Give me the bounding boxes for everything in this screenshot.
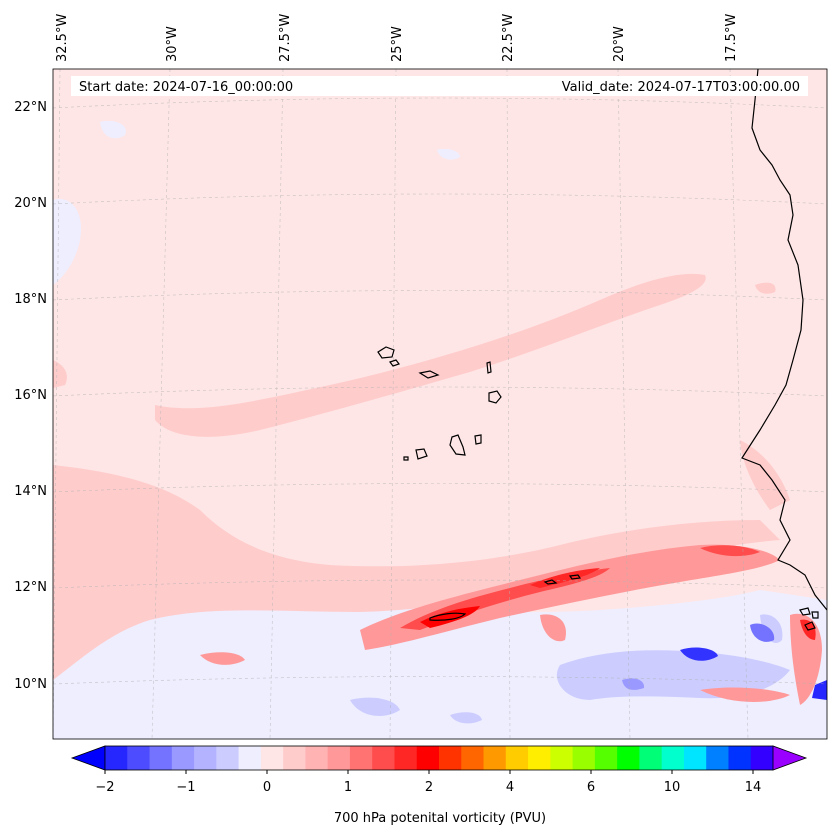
- colorbar-segment: [661, 746, 685, 770]
- colorbar-tick-label: 10: [664, 780, 681, 795]
- colorbar-segment: [171, 746, 195, 770]
- cape-verde-boa-vista: [488, 390, 502, 404]
- lat-label: 18°N: [14, 292, 47, 307]
- colorbar-segment: [483, 746, 507, 770]
- graticule: [53, 69, 827, 739]
- lat-label: 16°N: [14, 388, 47, 403]
- cape-verde-sao-vicente: [389, 359, 400, 367]
- colorbar-segment: [149, 746, 173, 770]
- cape-verde-santiago: [449, 434, 466, 456]
- latitude-labels: 22°N 20°N 18°N 16°N 14°N 12°N 10°N: [14, 100, 47, 692]
- map-panel: [53, 69, 827, 739]
- date-header-box: [71, 76, 808, 96]
- lat-label: 20°N: [14, 196, 47, 211]
- colorbar-tick-label: 0: [263, 780, 271, 795]
- colorbar-segment: [439, 746, 462, 770]
- colorbar-tick-label: 6: [587, 780, 595, 795]
- strong-negative-core: [622, 623, 827, 700]
- cape-verde-brava: [403, 456, 409, 461]
- colorbar-segment: [238, 746, 262, 770]
- colorbar-tick-label: −2: [95, 780, 114, 795]
- colorbar-segment: [305, 746, 329, 770]
- negative-pv-patches: [53, 120, 827, 739]
- lon-label: 25°W: [390, 26, 405, 62]
- colorbar-segment: [594, 746, 618, 770]
- colorbar-segments: [105, 746, 774, 770]
- colorbar: −2 −1 0 1 2 4 6 10 14 700 hPa potenital …: [70, 745, 808, 826]
- colorbar-segment: [728, 746, 752, 770]
- colorbar-segment: [216, 746, 240, 770]
- colorbar-tick-label: −1: [176, 780, 195, 795]
- colorbar-extend-high: [772, 745, 808, 771]
- colorbar-segment: [260, 746, 284, 770]
- cape-verde-fogo: [415, 448, 428, 460]
- colorbar-segment: [127, 746, 151, 770]
- colorbar-segment: [683, 746, 707, 770]
- start-date-label: Start date: 2024-07-16_00:00:00: [79, 80, 293, 95]
- colorbar-tick-label: 14: [745, 780, 762, 795]
- lat-label: 12°N: [14, 580, 47, 595]
- colorbar-segment: [572, 746, 596, 770]
- longitude-labels: 32.5°W 30°W 27.5°W 25°W 22.5°W 20°W 17.5…: [55, 14, 739, 62]
- colorbar-segment: [617, 746, 640, 770]
- moderate-positive-band: [200, 544, 822, 705]
- colorbar-segment: [550, 746, 574, 770]
- colorbar-extend-low: [70, 745, 106, 771]
- colorbar-segment: [528, 746, 551, 770]
- colorbar-label: 700 hPa potenital vorticity (PVU): [334, 811, 546, 826]
- valid-date-label: Valid_date: 2024-07-17T03:00:00.00: [562, 80, 800, 95]
- coastlines: [377, 69, 827, 631]
- colorbar-segment: [505, 746, 529, 770]
- lat-label: 22°N: [14, 100, 47, 115]
- lat-label: 14°N: [14, 484, 47, 499]
- colorbar-ticks: −2 −1 0 1 2 4 6 10 14: [95, 770, 761, 795]
- lon-label: 22.5°W: [501, 14, 516, 62]
- colorbar-segment: [394, 746, 418, 770]
- colorbar-segment: [750, 746, 774, 770]
- cape-verde-sao-nicolau: [418, 370, 440, 379]
- colorbar-segment: [372, 746, 395, 770]
- lon-label: 27.5°W: [278, 14, 293, 62]
- red-core-contours: [429, 574, 582, 621]
- colorbar-segment: [283, 746, 306, 770]
- weak-positive-bands: [53, 273, 790, 680]
- lon-label: 32.5°W: [55, 14, 70, 62]
- colorbar-segment: [194, 746, 217, 770]
- colorbar-tick-label: 2: [425, 780, 433, 795]
- lon-label: 20°W: [612, 26, 627, 62]
- bijagos-islands: [799, 607, 819, 631]
- map-frame: [52, 68, 828, 740]
- lon-label: 17.5°W: [724, 14, 739, 62]
- colorbar-segment: [105, 746, 128, 770]
- colorbar-segment: [706, 746, 729, 770]
- colorbar-segment: [639, 746, 663, 770]
- lon-label: 30°W: [165, 26, 180, 62]
- colorbar-segment: [349, 746, 373, 770]
- colorbar-segment: [461, 746, 485, 770]
- colorbar-tick-label: 4: [506, 780, 514, 795]
- colorbar-frame: [104, 745, 774, 771]
- colorbar-segment: [416, 746, 440, 770]
- lat-label: 10°N: [14, 677, 47, 692]
- colorbar-tick-label: 1: [344, 780, 352, 795]
- cape-verde-maio: [474, 434, 482, 445]
- cape-verde-santo-antao: [377, 346, 395, 359]
- cape-verde-sal: [486, 361, 492, 374]
- africa-coastline: [741, 69, 827, 611]
- colorbar-segment: [327, 746, 351, 770]
